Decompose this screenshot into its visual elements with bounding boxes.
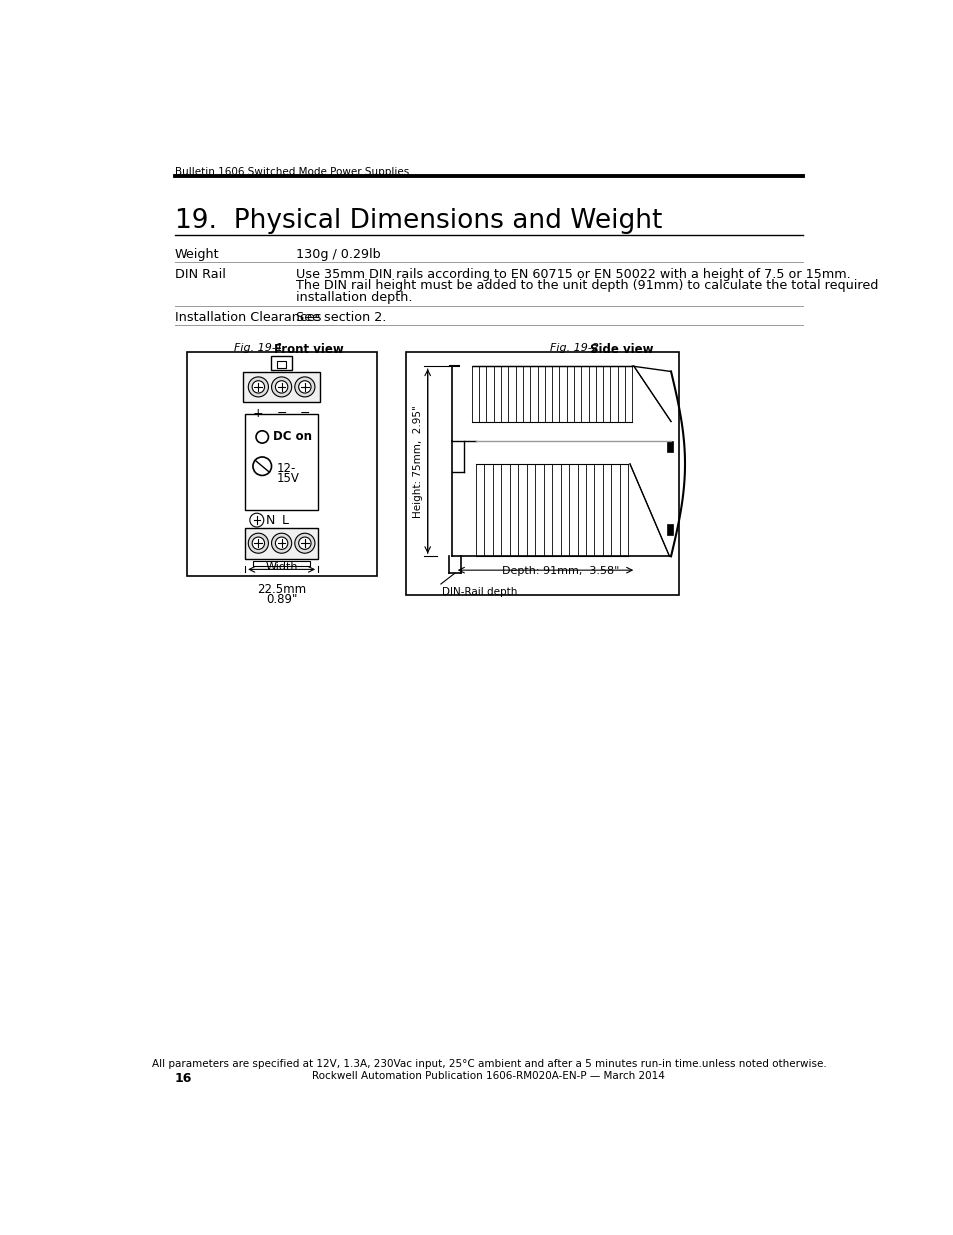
- Text: Height: 75mm,  2.95": Height: 75mm, 2.95": [413, 405, 423, 517]
- Text: See section 2.: See section 2.: [295, 311, 386, 325]
- Text: installation depth.: installation depth.: [295, 290, 412, 304]
- Text: DIN Rail: DIN Rail: [174, 268, 226, 280]
- Circle shape: [252, 380, 264, 393]
- Bar: [666, 524, 673, 535]
- Text: 12-: 12-: [276, 462, 295, 474]
- Text: Use 35mm DIN rails according to EN 60715 or EN 50022 with a height of 7.5 or 15m: Use 35mm DIN rails according to EN 60715…: [295, 268, 850, 280]
- Circle shape: [294, 534, 314, 553]
- Text: The DIN rail height must be added to the unit depth (91mm) to calculate the tota: The DIN rail height must be added to the…: [295, 279, 878, 293]
- Circle shape: [275, 380, 288, 393]
- Circle shape: [272, 534, 292, 553]
- Text: Depth: 91mm,  3.58": Depth: 91mm, 3.58": [502, 567, 619, 577]
- Text: Bulletin 1606 Switched Mode Power Supplies: Bulletin 1606 Switched Mode Power Suppli…: [174, 168, 409, 178]
- Circle shape: [252, 537, 264, 550]
- Circle shape: [294, 377, 314, 396]
- Text: Weight: Weight: [174, 248, 219, 262]
- Text: N: N: [265, 514, 274, 526]
- Circle shape: [272, 377, 292, 396]
- Circle shape: [248, 377, 268, 396]
- Text: Width: Width: [265, 562, 297, 572]
- Text: −: −: [276, 406, 287, 420]
- Circle shape: [275, 537, 288, 550]
- Text: Fig. 19-2: Fig. 19-2: [550, 343, 605, 353]
- Text: Installation Clearances: Installation Clearances: [174, 311, 321, 325]
- Text: 0.89": 0.89": [266, 593, 297, 606]
- Bar: [406, 352, 679, 595]
- Text: All parameters are specified at 12V, 1.3A, 230Vac input, 25°C ambient and after : All parameters are specified at 12V, 1.3…: [152, 1060, 825, 1070]
- Text: 22.5mm: 22.5mm: [256, 583, 306, 597]
- Text: Front view: Front view: [274, 343, 344, 356]
- Bar: [245, 414, 317, 510]
- Text: 15V: 15V: [276, 472, 298, 485]
- Text: Side view: Side view: [590, 343, 653, 356]
- Text: Fig. 19-1: Fig. 19-1: [233, 343, 290, 353]
- Text: 19.  Physical Dimensions and Weight: 19. Physical Dimensions and Weight: [174, 209, 661, 235]
- Circle shape: [248, 534, 268, 553]
- Text: L: L: [282, 514, 289, 526]
- Bar: [245, 527, 317, 558]
- Text: +: +: [253, 406, 263, 420]
- Circle shape: [298, 537, 311, 550]
- Text: 130g / 0.29lb: 130g / 0.29lb: [295, 248, 380, 262]
- Bar: [666, 441, 673, 452]
- Text: Rockwell Automation Publication 1606-RM020A-EN-P — March 2014: Rockwell Automation Publication 1606-RM0…: [313, 1071, 664, 1081]
- Text: −: −: [299, 406, 310, 420]
- Text: DIN-Rail depth: DIN-Rail depth: [442, 587, 517, 597]
- Text: 16: 16: [174, 1072, 193, 1086]
- Bar: [276, 362, 286, 368]
- Bar: [187, 352, 376, 576]
- Text: DC on: DC on: [273, 431, 312, 443]
- Bar: [253, 561, 310, 567]
- Bar: [243, 372, 320, 403]
- Circle shape: [298, 380, 311, 393]
- Bar: [271, 356, 293, 370]
